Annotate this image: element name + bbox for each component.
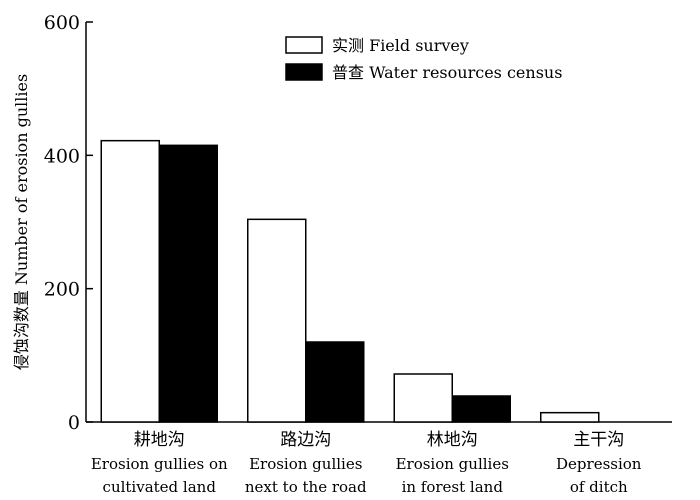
x-category-label-en-line1: Erosion gullies on [91, 455, 228, 473]
y-tick-label: 400 [44, 145, 80, 167]
legend-label-census: 普查 Water resources census [332, 63, 562, 82]
x-category-label-en-line1: Depression [556, 455, 642, 473]
x-category-label-en-line1: Erosion gullies [396, 455, 509, 473]
y-tick-label: 0 [68, 412, 80, 434]
x-category-label-en-line2: next to the road [245, 478, 367, 496]
x-category-labels: 耕地沟 Erosion gullies on cultivated land 路边沟 E… [91, 416, 642, 496]
bar-field-survey-3 [393, 373, 453, 423]
y-axis-label: 侵蚀沟数量 Number of erosion gullies [12, 74, 31, 370]
x-category-label-zh: 路边沟 [280, 430, 331, 450]
y-tick-label: 600 [44, 12, 80, 34]
bar-field-survey-2 [247, 218, 307, 423]
x-category-label-zh: 林地沟 [427, 430, 478, 450]
bar-census-1 [158, 144, 218, 423]
y-tick-label: 200 [44, 279, 80, 301]
x-category-label-en-line2: cultivated land [103, 478, 217, 496]
bars [100, 139, 600, 423]
legend-swatch-census [285, 63, 323, 81]
legend: 实测 Field survey 普查 Water resources censu… [285, 36, 562, 82]
bar-field-survey-1 [100, 139, 160, 423]
x-category-label-zh: 耕地沟 [134, 430, 185, 450]
bar-field-survey-4 [540, 411, 600, 423]
bar-census-3 [451, 395, 511, 423]
legend-label-field-survey: 实测 Field survey [332, 36, 469, 55]
x-category-label-zh: 主干沟 [573, 430, 624, 450]
x-category-label-en-line2: of ditch [570, 478, 628, 496]
legend-swatch-field-survey [285, 36, 323, 54]
bar-census-2 [305, 341, 365, 423]
y-ticks: 0 200 400 600 [44, 12, 93, 434]
x-category-label-en-line1: Erosion gullies [249, 455, 362, 473]
x-category-label-en-line2: in forest land [402, 478, 504, 496]
